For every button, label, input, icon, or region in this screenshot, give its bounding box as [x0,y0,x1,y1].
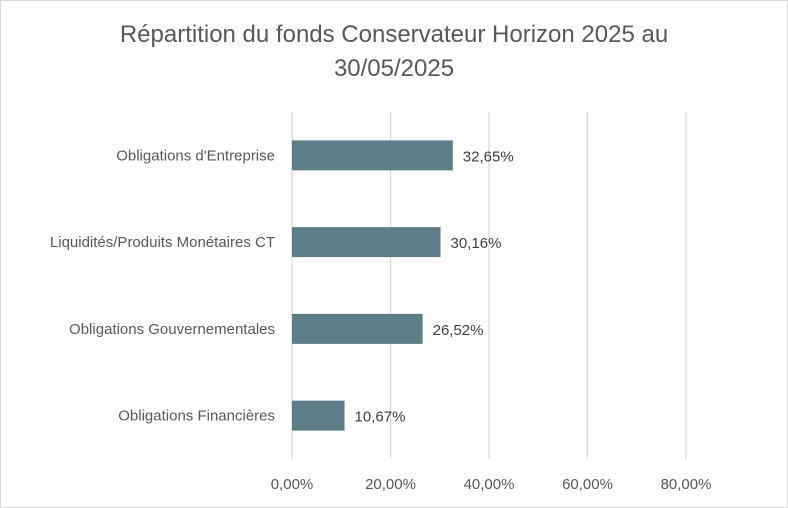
data-label: 32,65% [463,148,514,165]
chart-title: Répartition du fonds Conservateur Horizo… [0,18,788,86]
category-label: Obligations Financières [118,408,275,425]
bar [292,140,453,171]
x-tick-label: 20,00% [365,476,416,493]
chart-title-line2: 30/05/2025 [333,55,455,82]
bar [292,400,345,431]
category-label: Obligations d'Entreprise [116,147,275,164]
bar [292,313,423,344]
data-label: 26,52% [433,322,484,339]
bar [292,227,441,258]
chart-title-line1: Répartition du fonds Conservateur Horizo… [119,21,669,48]
x-tick-label: 80,00% [661,476,712,493]
data-label: 30,16% [451,235,502,252]
category-label: Liquidités/Produits Monétaires CT [50,234,275,251]
data-label: 10,67% [355,409,406,426]
category-label: Obligations Gouvernementales [69,321,275,338]
x-tick-label: 0,00% [271,476,314,493]
x-tick-label: 40,00% [464,476,515,493]
x-tick-label: 60,00% [562,476,613,493]
